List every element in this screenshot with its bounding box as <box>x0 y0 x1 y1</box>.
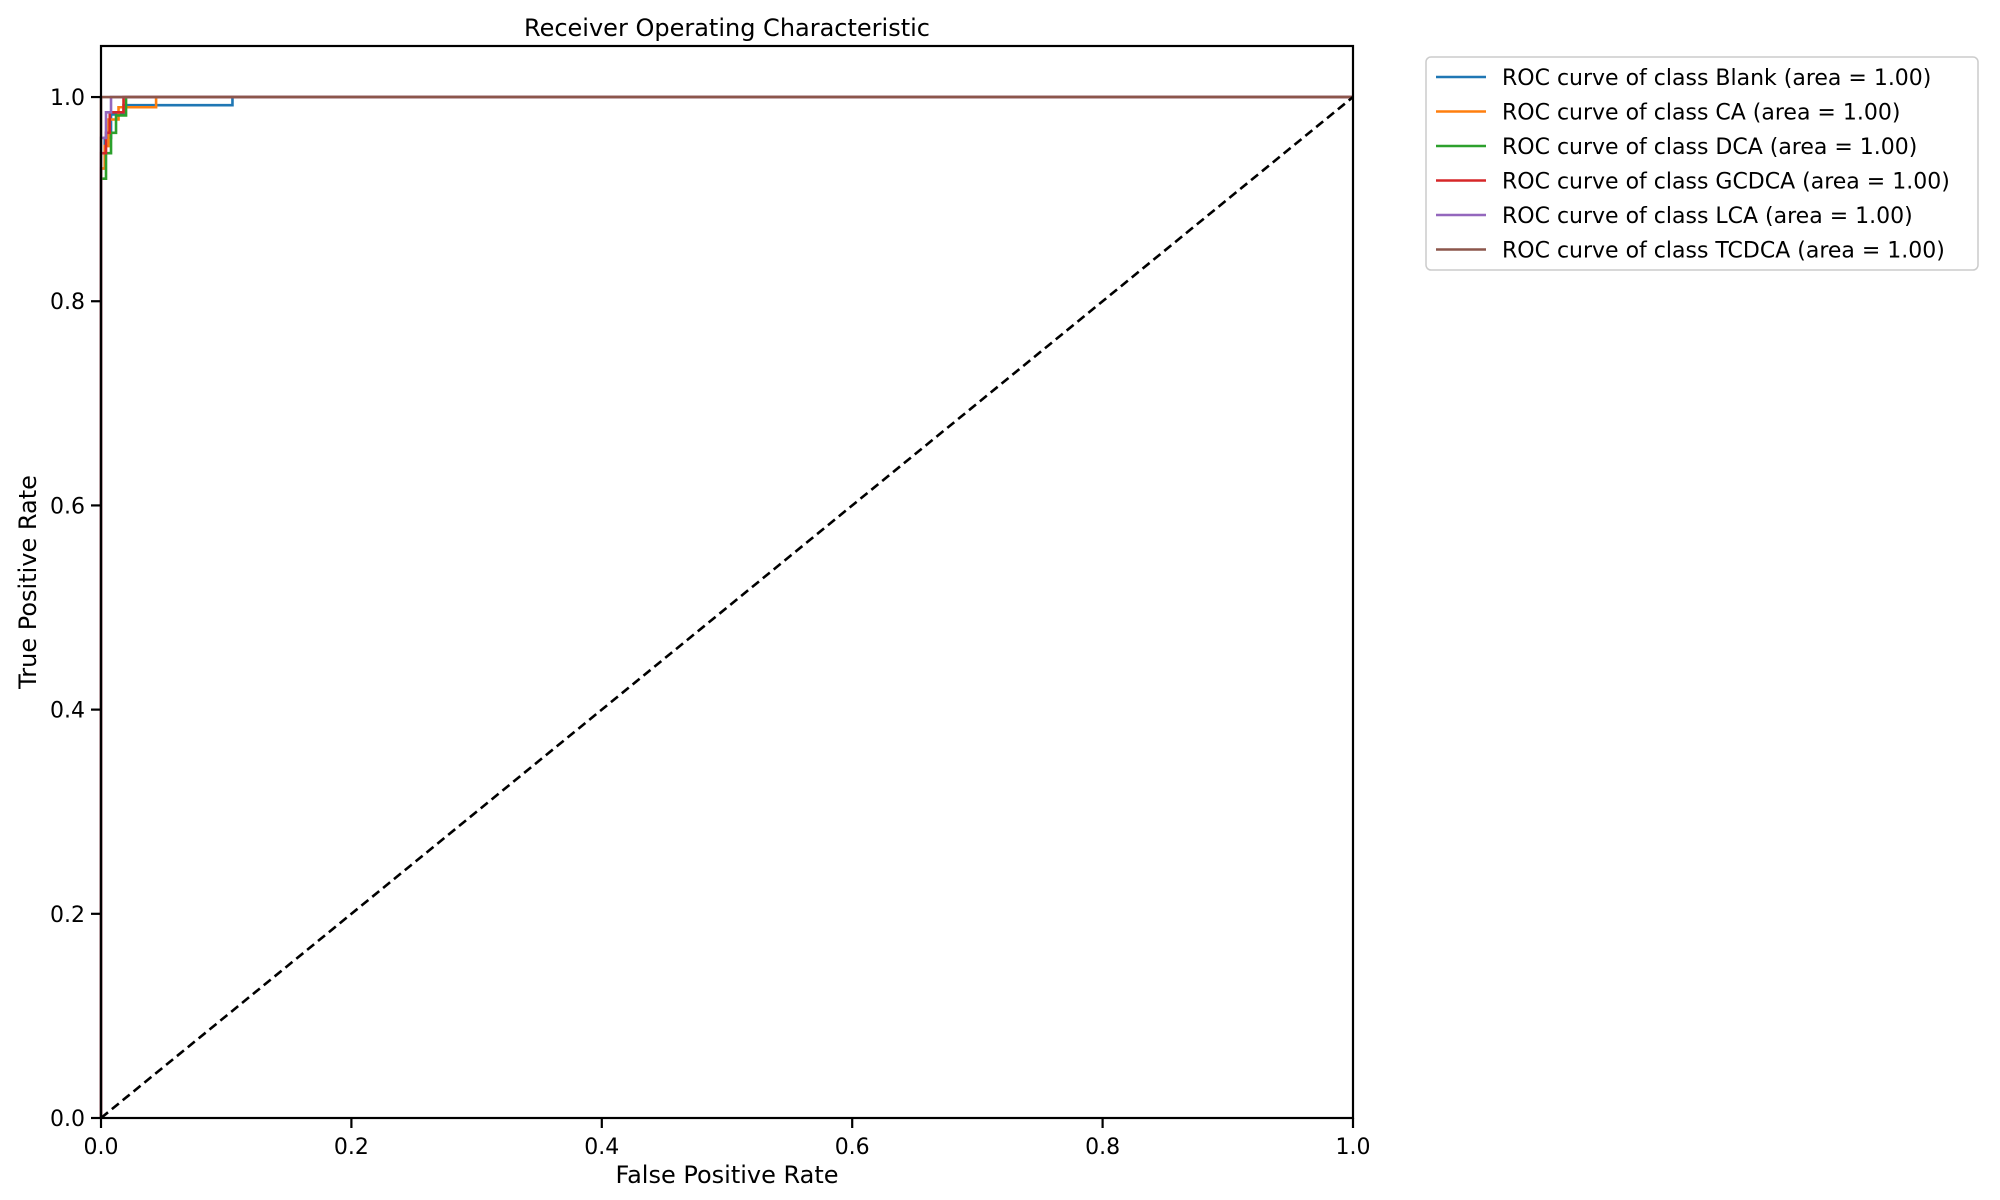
x-tick-label-0-6: 0.6 <box>835 1135 870 1160</box>
chance-diagonal-line <box>100 96 1354 1120</box>
y-tick-label-0-2: 0.2 <box>50 903 85 928</box>
x-tick-label-1-0: 1.0 <box>1336 1135 1371 1160</box>
plot-area <box>99 95 1354 1120</box>
y-tick-label-0-6: 0.6 <box>50 494 85 519</box>
y-tick-label-0-4: 0.4 <box>50 699 85 724</box>
legend-label-0: ROC curve of class Blank (area = 1.00) <box>1502 66 1931 91</box>
legend-frame <box>1425 56 1979 271</box>
legend: ROC curve of class Blank (area = 1.00) RO… <box>1425 56 1979 271</box>
x-axis: 0.0 0.2 0.4 0.6 0.8 1.0 <box>84 1118 1371 1160</box>
y-axis: 0.0 0.2 0.4 0.6 0.8 1.0 <box>50 86 101 1132</box>
y-tick-label-0-8: 0.8 <box>50 290 85 315</box>
y-tick-label-0-0: 0.0 <box>50 1107 85 1132</box>
roc-curve-3 <box>99 95 1353 1118</box>
y-axis-label: True Positive Rate <box>14 475 42 690</box>
chart-title: Receiver Operating Characteristic <box>524 14 930 42</box>
x-tick-label-0-4: 0.4 <box>584 1135 619 1160</box>
axes-frame <box>99 44 1355 1120</box>
legend-label-5: ROC curve of class TCDCA (area = 1.00) <box>1502 239 1945 264</box>
x-tick-label-0-2: 0.2 <box>334 1135 369 1160</box>
x-axis-label: False Positive Rate <box>615 1161 838 1189</box>
y-tick-label-1-0: 1.0 <box>50 86 85 111</box>
legend-label-2: ROC curve of class DCA (area = 1.00) <box>1502 135 1917 160</box>
x-tick-label-0-8: 0.8 <box>1085 1135 1120 1160</box>
legend-label-4: ROC curve of class LCA (area = 1.00) <box>1502 204 1913 229</box>
legend-label-3: ROC curve of class GCDCA (area = 1.00) <box>1502 170 1950 195</box>
legend-label-1: ROC curve of class CA (area = 1.00) <box>1502 101 1900 126</box>
x-tick-label-0-0: 0.0 <box>84 1135 119 1160</box>
